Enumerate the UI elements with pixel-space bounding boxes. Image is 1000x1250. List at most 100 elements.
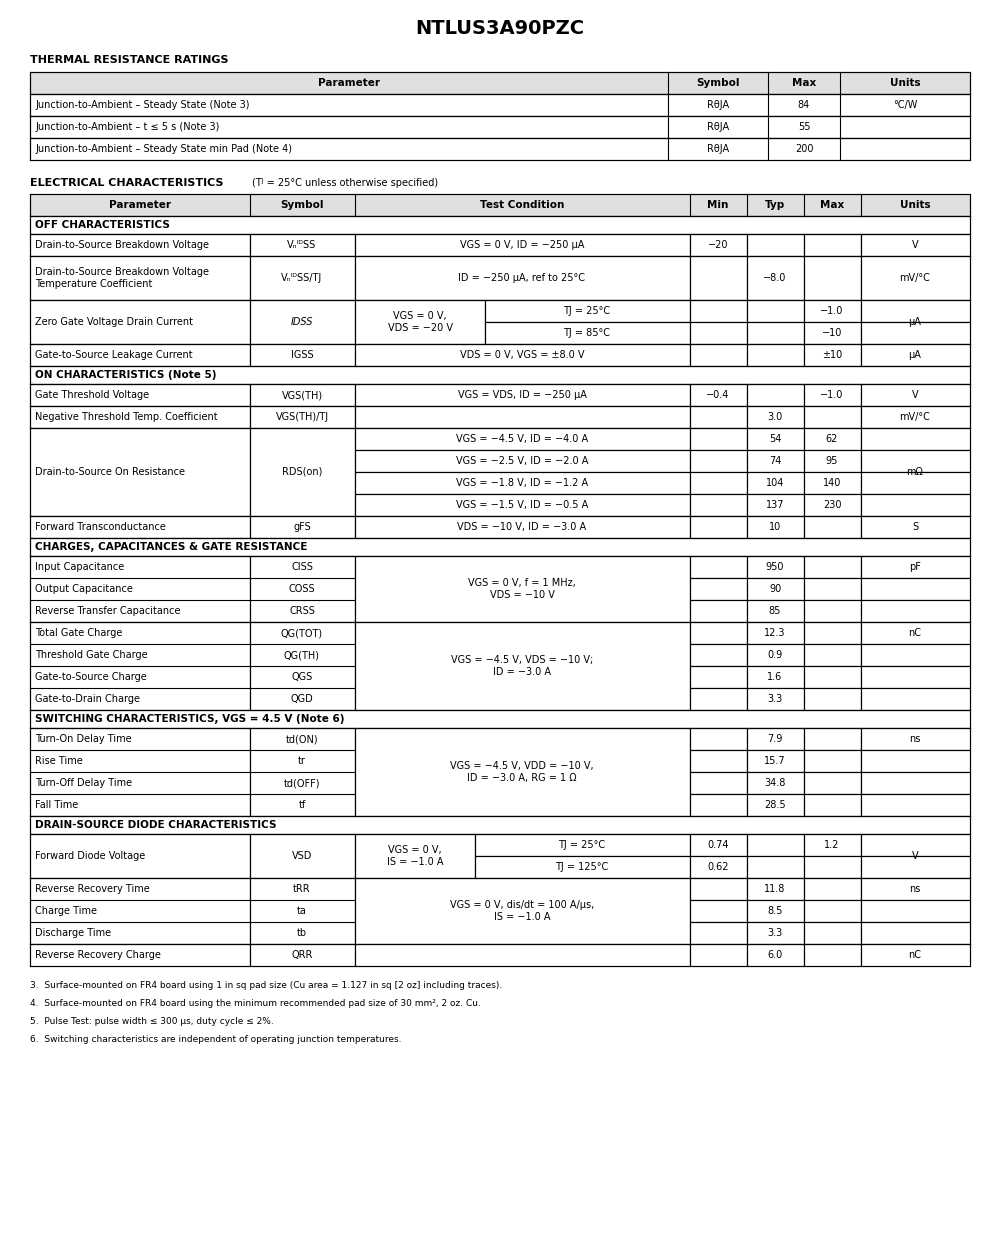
Bar — [804, 322, 861, 344]
Text: −1.0: −1.0 — [820, 306, 844, 316]
Bar — [690, 578, 747, 600]
Text: Parameter: Parameter — [109, 200, 171, 210]
Bar — [690, 322, 747, 344]
Bar — [30, 344, 250, 366]
Bar — [747, 856, 804, 878]
Text: Total Gate Charge: Total Gate Charge — [35, 628, 122, 638]
Text: VₙᴵᴰSS: VₙᴵᴰSS — [287, 240, 317, 250]
Text: VGS = −4.5 V, VDD = −10 V,
ID = −3.0 A, RG = 1 Ω: VGS = −4.5 V, VDD = −10 V, ID = −3.0 A, … — [450, 761, 594, 782]
Bar — [804, 428, 861, 450]
Text: VGS = −4.5 V, ID = −4.0 A: VGS = −4.5 V, ID = −4.0 A — [456, 434, 588, 444]
Text: 200: 200 — [795, 144, 813, 154]
Bar — [747, 428, 804, 450]
Text: VGS = 0 V,
IS = −1.0 A: VGS = 0 V, IS = −1.0 A — [387, 845, 443, 866]
Text: 3.  Surface-mounted on FR4 board using 1 in sq pad size (Cu area = 1.127 in sq [: 3. Surface-mounted on FR4 board using 1 … — [30, 981, 502, 990]
Text: 8.5: 8.5 — [767, 906, 783, 916]
Text: VGS = 0 V, f = 1 MHz,
VDS = −10 V: VGS = 0 V, f = 1 MHz, VDS = −10 V — [468, 579, 576, 600]
Bar — [30, 710, 970, 727]
Text: OFF CHARACTERISTICS: OFF CHARACTERISTICS — [35, 220, 170, 230]
Bar — [804, 834, 861, 856]
Text: Units: Units — [890, 78, 920, 88]
Text: Reverse Recovery Charge: Reverse Recovery Charge — [35, 950, 161, 960]
Bar — [804, 944, 861, 966]
Bar — [861, 772, 970, 794]
Bar — [30, 816, 970, 834]
Text: Gate-to-Source Charge: Gate-to-Source Charge — [35, 672, 147, 682]
Bar — [747, 900, 804, 922]
Bar — [804, 472, 861, 494]
Bar — [690, 472, 747, 494]
Text: VGS = VDS, ID = −250 μA: VGS = VDS, ID = −250 μA — [458, 390, 586, 400]
Text: VGS = 0 V,
VDS = −20 V: VGS = 0 V, VDS = −20 V — [388, 311, 452, 332]
Text: 3.3: 3.3 — [767, 694, 783, 704]
Bar — [804, 878, 861, 900]
Bar — [355, 472, 690, 494]
Text: 230: 230 — [823, 500, 841, 510]
Text: Drain-to-Source On Resistance: Drain-to-Source On Resistance — [35, 468, 185, 478]
Text: gFS: gFS — [293, 522, 311, 532]
Bar — [804, 234, 861, 256]
Text: Typ: Typ — [765, 200, 785, 210]
Bar — [804, 516, 861, 538]
Bar — [355, 428, 690, 450]
Text: nC: nC — [908, 950, 922, 960]
Text: COSS: COSS — [289, 584, 315, 594]
Bar — [804, 344, 861, 366]
Bar — [804, 922, 861, 944]
Bar — [861, 428, 970, 450]
Text: td(OFF): td(OFF) — [284, 778, 320, 788]
Text: 0.74: 0.74 — [707, 840, 729, 850]
Text: VGS = −2.5 V, ID = −2.0 A: VGS = −2.5 V, ID = −2.0 A — [456, 456, 588, 466]
Text: Rise Time: Rise Time — [35, 756, 83, 766]
Text: 54: 54 — [769, 434, 781, 444]
Text: DRAIN-SOURCE DIODE CHARACTERISTICS: DRAIN-SOURCE DIODE CHARACTERISTICS — [35, 820, 276, 830]
Text: Turn-Off Delay Time: Turn-Off Delay Time — [35, 778, 132, 788]
Text: 95: 95 — [826, 456, 838, 466]
Bar — [690, 428, 747, 450]
Bar — [747, 750, 804, 772]
Text: CISS: CISS — [291, 562, 313, 572]
Text: VGS = −4.5 V, VDS = −10 V;
ID = −3.0 A: VGS = −4.5 V, VDS = −10 V; ID = −3.0 A — [451, 655, 593, 676]
Bar — [861, 322, 970, 344]
Text: Fall Time: Fall Time — [35, 800, 78, 810]
Text: tb: tb — [297, 928, 307, 938]
Bar — [355, 384, 690, 406]
Text: mV/°C: mV/°C — [900, 412, 930, 422]
Text: TJ = 125°C: TJ = 125°C — [555, 862, 609, 872]
Bar — [747, 516, 804, 538]
Bar — [30, 116, 970, 138]
Text: 90: 90 — [769, 584, 781, 594]
Text: VGS = −1.5 V, ID = −0.5 A: VGS = −1.5 V, ID = −0.5 A — [456, 500, 588, 510]
Bar — [747, 256, 804, 300]
Bar — [861, 234, 970, 256]
Text: Units: Units — [900, 200, 930, 210]
Bar — [250, 384, 355, 406]
Bar — [804, 794, 861, 816]
Bar — [747, 556, 804, 578]
Bar — [804, 688, 861, 710]
Bar — [861, 556, 970, 578]
Text: TJ = 25°C: TJ = 25°C — [558, 840, 606, 850]
Text: ELECTRICAL CHARACTERISTICS: ELECTRICAL CHARACTERISTICS — [30, 177, 224, 187]
Text: Forward Diode Voltage: Forward Diode Voltage — [35, 851, 145, 861]
Bar — [690, 666, 747, 688]
Text: 3.0: 3.0 — [767, 412, 783, 422]
Text: QRR: QRR — [291, 950, 313, 960]
Bar — [861, 922, 970, 944]
Bar — [747, 666, 804, 688]
Text: °C/W: °C/W — [893, 100, 917, 110]
Bar — [30, 406, 250, 428]
Bar — [30, 428, 250, 516]
Bar — [690, 688, 747, 710]
Text: mΩ: mΩ — [907, 468, 923, 478]
Text: ON CHARACTERISTICS (Note 5): ON CHARACTERISTICS (Note 5) — [35, 370, 216, 380]
Bar — [804, 666, 861, 688]
Bar — [690, 384, 747, 406]
Bar — [690, 494, 747, 516]
Bar — [30, 366, 970, 384]
Bar — [747, 688, 804, 710]
Text: QGD: QGD — [291, 694, 313, 704]
Bar — [30, 234, 250, 256]
Text: Drain-to-Source Breakdown Voltage
Temperature Coefficient: Drain-to-Source Breakdown Voltage Temper… — [35, 268, 209, 289]
Text: Junction-to-Ambient – Steady State min Pad (Note 4): Junction-to-Ambient – Steady State min P… — [35, 144, 292, 154]
